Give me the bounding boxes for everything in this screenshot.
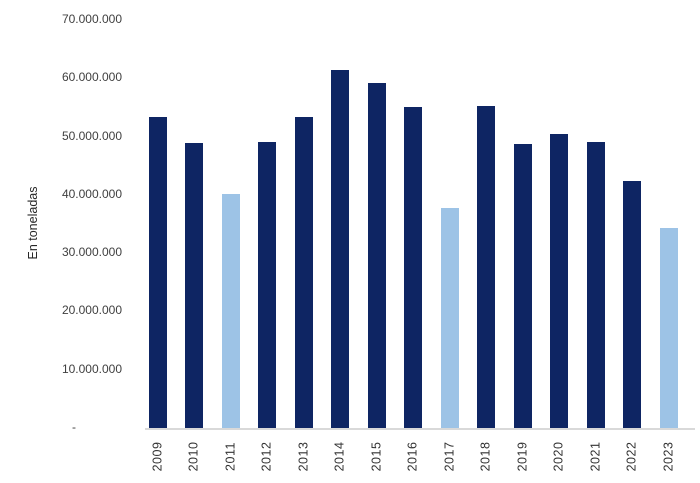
y-axis-tick-labels: 70.000.000 60.000.000 50.000.000 40.000.000…: [0, 12, 122, 434]
bar-2022: [623, 181, 641, 428]
bar-2018: [477, 106, 495, 428]
y-tick-label: 40.000.000: [61, 186, 122, 201]
y-tick-label: 50.000.000: [61, 128, 122, 143]
x-axis-labels: 2009 2010 2011 2012 2013 2014 2015 2016 2017 2018…: [145, 430, 695, 483]
y-tick-label: 30.000.000: [61, 245, 122, 260]
x-tick-label: 2021: [588, 441, 602, 472]
x-tick-label: 2018: [478, 441, 493, 472]
plot-area: [145, 20, 695, 430]
x-tick-label: 2020: [551, 441, 566, 472]
x-tick-label: 2010: [186, 441, 201, 472]
x-tick-label: 2013: [296, 441, 310, 472]
bar-2019: [513, 144, 532, 428]
bar-2011: [221, 193, 240, 428]
x-tick-label: 2023: [661, 441, 675, 472]
x-tick-label: 2019: [515, 441, 529, 472]
x-tick-label: 2014: [332, 441, 347, 472]
x-tick-label: 2015: [369, 441, 383, 472]
bar-2017: [440, 208, 459, 428]
x-tick-label: 2009: [150, 441, 164, 472]
bar-2014: [331, 70, 349, 428]
bar-2012: [258, 142, 276, 428]
bar-2013: [294, 116, 313, 428]
bar-2016: [404, 107, 422, 428]
y-tick-label: 70.000.000: [61, 12, 122, 26]
bar-2009: [148, 117, 167, 428]
x-tick-label: 2017: [442, 441, 456, 472]
x-tick-label: 2011: [223, 442, 237, 471]
bar-2015: [367, 82, 386, 428]
x-tick-label: 2016: [405, 441, 420, 472]
bar-2021: [586, 142, 605, 428]
bar-2010: [185, 142, 203, 428]
x-tick-label: 2022: [624, 441, 639, 472]
y-tick-label: -: [72, 420, 76, 434]
y-tick-label: 60.000.000: [61, 70, 122, 85]
bar-2023: [659, 227, 678, 428]
x-tick-label: 2012: [259, 441, 274, 472]
bar-2020: [550, 134, 568, 428]
y-tick-label: 10.000.000: [61, 361, 122, 376]
y-tick-label: 20.000.000: [61, 303, 122, 318]
